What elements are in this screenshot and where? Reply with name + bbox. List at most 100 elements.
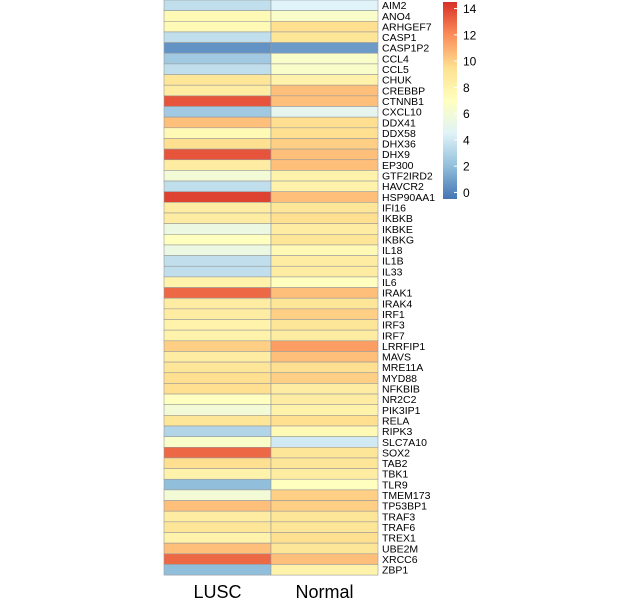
row-label: IL1B: [382, 256, 404, 268]
heatmap-cell: [163, 425, 272, 437]
heatmap-cell: [163, 393, 272, 405]
row-label: UBE2M: [382, 543, 418, 555]
row-label: CTNNB1: [382, 96, 424, 108]
row-label: NR2C2: [382, 394, 417, 406]
row-label: IL33: [382, 266, 403, 278]
row-label: CCL5: [382, 64, 409, 76]
heatmap-cell: [270, 127, 379, 139]
heatmap-cell: [270, 191, 379, 203]
row-label: RELA: [382, 415, 409, 427]
row-label: TP53BP1: [382, 501, 427, 513]
heatmap-cell: [270, 255, 379, 267]
heatmap-cell: [163, 329, 272, 342]
heatmap-cell: [270, 404, 379, 416]
row-label: EP300: [382, 160, 414, 172]
heatmap-cell: [270, 10, 379, 22]
heatmap-cell: [163, 42, 272, 54]
row-label: TLR9: [382, 479, 408, 491]
column-label: LUSC: [193, 582, 241, 600]
heatmap-cell: [163, 202, 272, 214]
row-label: IKBKE: [382, 224, 413, 236]
row-label: IKBKG: [382, 234, 414, 246]
heatmap-cell: [163, 223, 272, 235]
row-label: GTF2IRD2: [382, 171, 433, 183]
heatmap-cell: [163, 287, 272, 299]
heatmap-cell: [163, 244, 272, 256]
heatmap-cell: [163, 138, 272, 150]
heatmap-cell: [163, 553, 272, 565]
heatmap-cell: [270, 106, 379, 118]
row-label: AIM2: [382, 0, 407, 12]
heatmap-cell: [163, 20, 272, 33]
row-label: IRAK1: [382, 288, 413, 300]
colorbar-tick-label: 0: [463, 186, 470, 200]
heatmap-cell: [270, 74, 379, 86]
row-label: DHX9: [382, 149, 410, 161]
heatmap-cell: [270, 446, 379, 459]
heatmap-cell: [270, 20, 379, 33]
heatmap-cell: [163, 159, 272, 171]
row-label: IRF7: [382, 330, 405, 342]
column-label: Normal: [295, 582, 353, 600]
heatmap-cell: [270, 521, 379, 533]
heatmap-cell: [270, 159, 379, 171]
heatmap-cell: [270, 383, 379, 395]
colorbar-tick-label: 10: [463, 55, 477, 69]
heatmap-cell: [163, 308, 272, 320]
heatmap-cell: [270, 351, 379, 363]
heatmap-cell: [270, 329, 379, 342]
row-label: CREBBP: [382, 85, 425, 97]
row-label: CHUK: [382, 75, 412, 87]
colorbar: 14 12 10 8 6 4 2 0: [443, 2, 477, 200]
heatmap-cell: [270, 84, 379, 97]
heatmap-cell: [270, 63, 379, 75]
row-label: MAVS: [382, 352, 411, 364]
heatmap-cell: [163, 180, 272, 193]
row-label: CASP1: [382, 32, 417, 44]
heatmap-cell: [163, 234, 272, 246]
heatmap-cell: [270, 212, 379, 224]
colorbar-tick-label: 2: [463, 160, 470, 174]
heatmap-cell: [163, 510, 272, 523]
heatmap-cell: [163, 74, 272, 86]
heatmap-cell: [163, 446, 272, 459]
heatmap-cell: [163, 106, 272, 118]
heatmap-cell: [163, 52, 272, 65]
heatmap-cell: [270, 308, 379, 320]
heatmap-cell: [163, 415, 272, 427]
colorbar-gradient: [443, 2, 457, 199]
row-label: IFI16: [382, 202, 406, 214]
heatmap-cell: [270, 95, 379, 107]
heatmap-cell: [163, 542, 272, 555]
row-labels: AIM2ANO4ARHGEF7CASP1CASP1P2CCL4CCL5CHUKC…: [382, 0, 435, 576]
heatmap-cell: [270, 510, 379, 523]
heatmap-cell: [163, 276, 272, 288]
row-label: IRAK4: [382, 298, 413, 310]
row-label: TRAF3: [382, 511, 415, 523]
heatmap-cell: [163, 521, 272, 533]
heatmap-cell: [270, 244, 379, 256]
row-label: DDX41: [382, 117, 416, 129]
heatmap-cell: [163, 372, 272, 384]
heatmap-cell: [270, 478, 379, 491]
heatmap-cell: [163, 170, 272, 182]
heatmap-cell: [163, 351, 272, 363]
heatmap-cell: [163, 489, 272, 501]
row-label: TMEM173: [382, 490, 431, 502]
heatmap-cell: [270, 393, 379, 405]
heatmap-cell: [270, 276, 379, 288]
heatmap-cell: [163, 478, 272, 491]
row-label: ANO4: [382, 11, 411, 23]
heatmap-cell: [163, 500, 272, 512]
heatmap-cell: [163, 361, 272, 374]
row-label: TBK1: [382, 469, 408, 481]
row-label: SLC7A10: [382, 437, 427, 449]
heatmap-cell: [270, 468, 379, 480]
row-label: IKBKB: [382, 213, 413, 225]
heatmap-cell: [270, 425, 379, 437]
row-label: CXCL10: [382, 107, 422, 119]
heatmap-cell: [270, 564, 379, 576]
heatmap-cell: [163, 0, 272, 11]
heatmap-cell: [270, 436, 379, 448]
